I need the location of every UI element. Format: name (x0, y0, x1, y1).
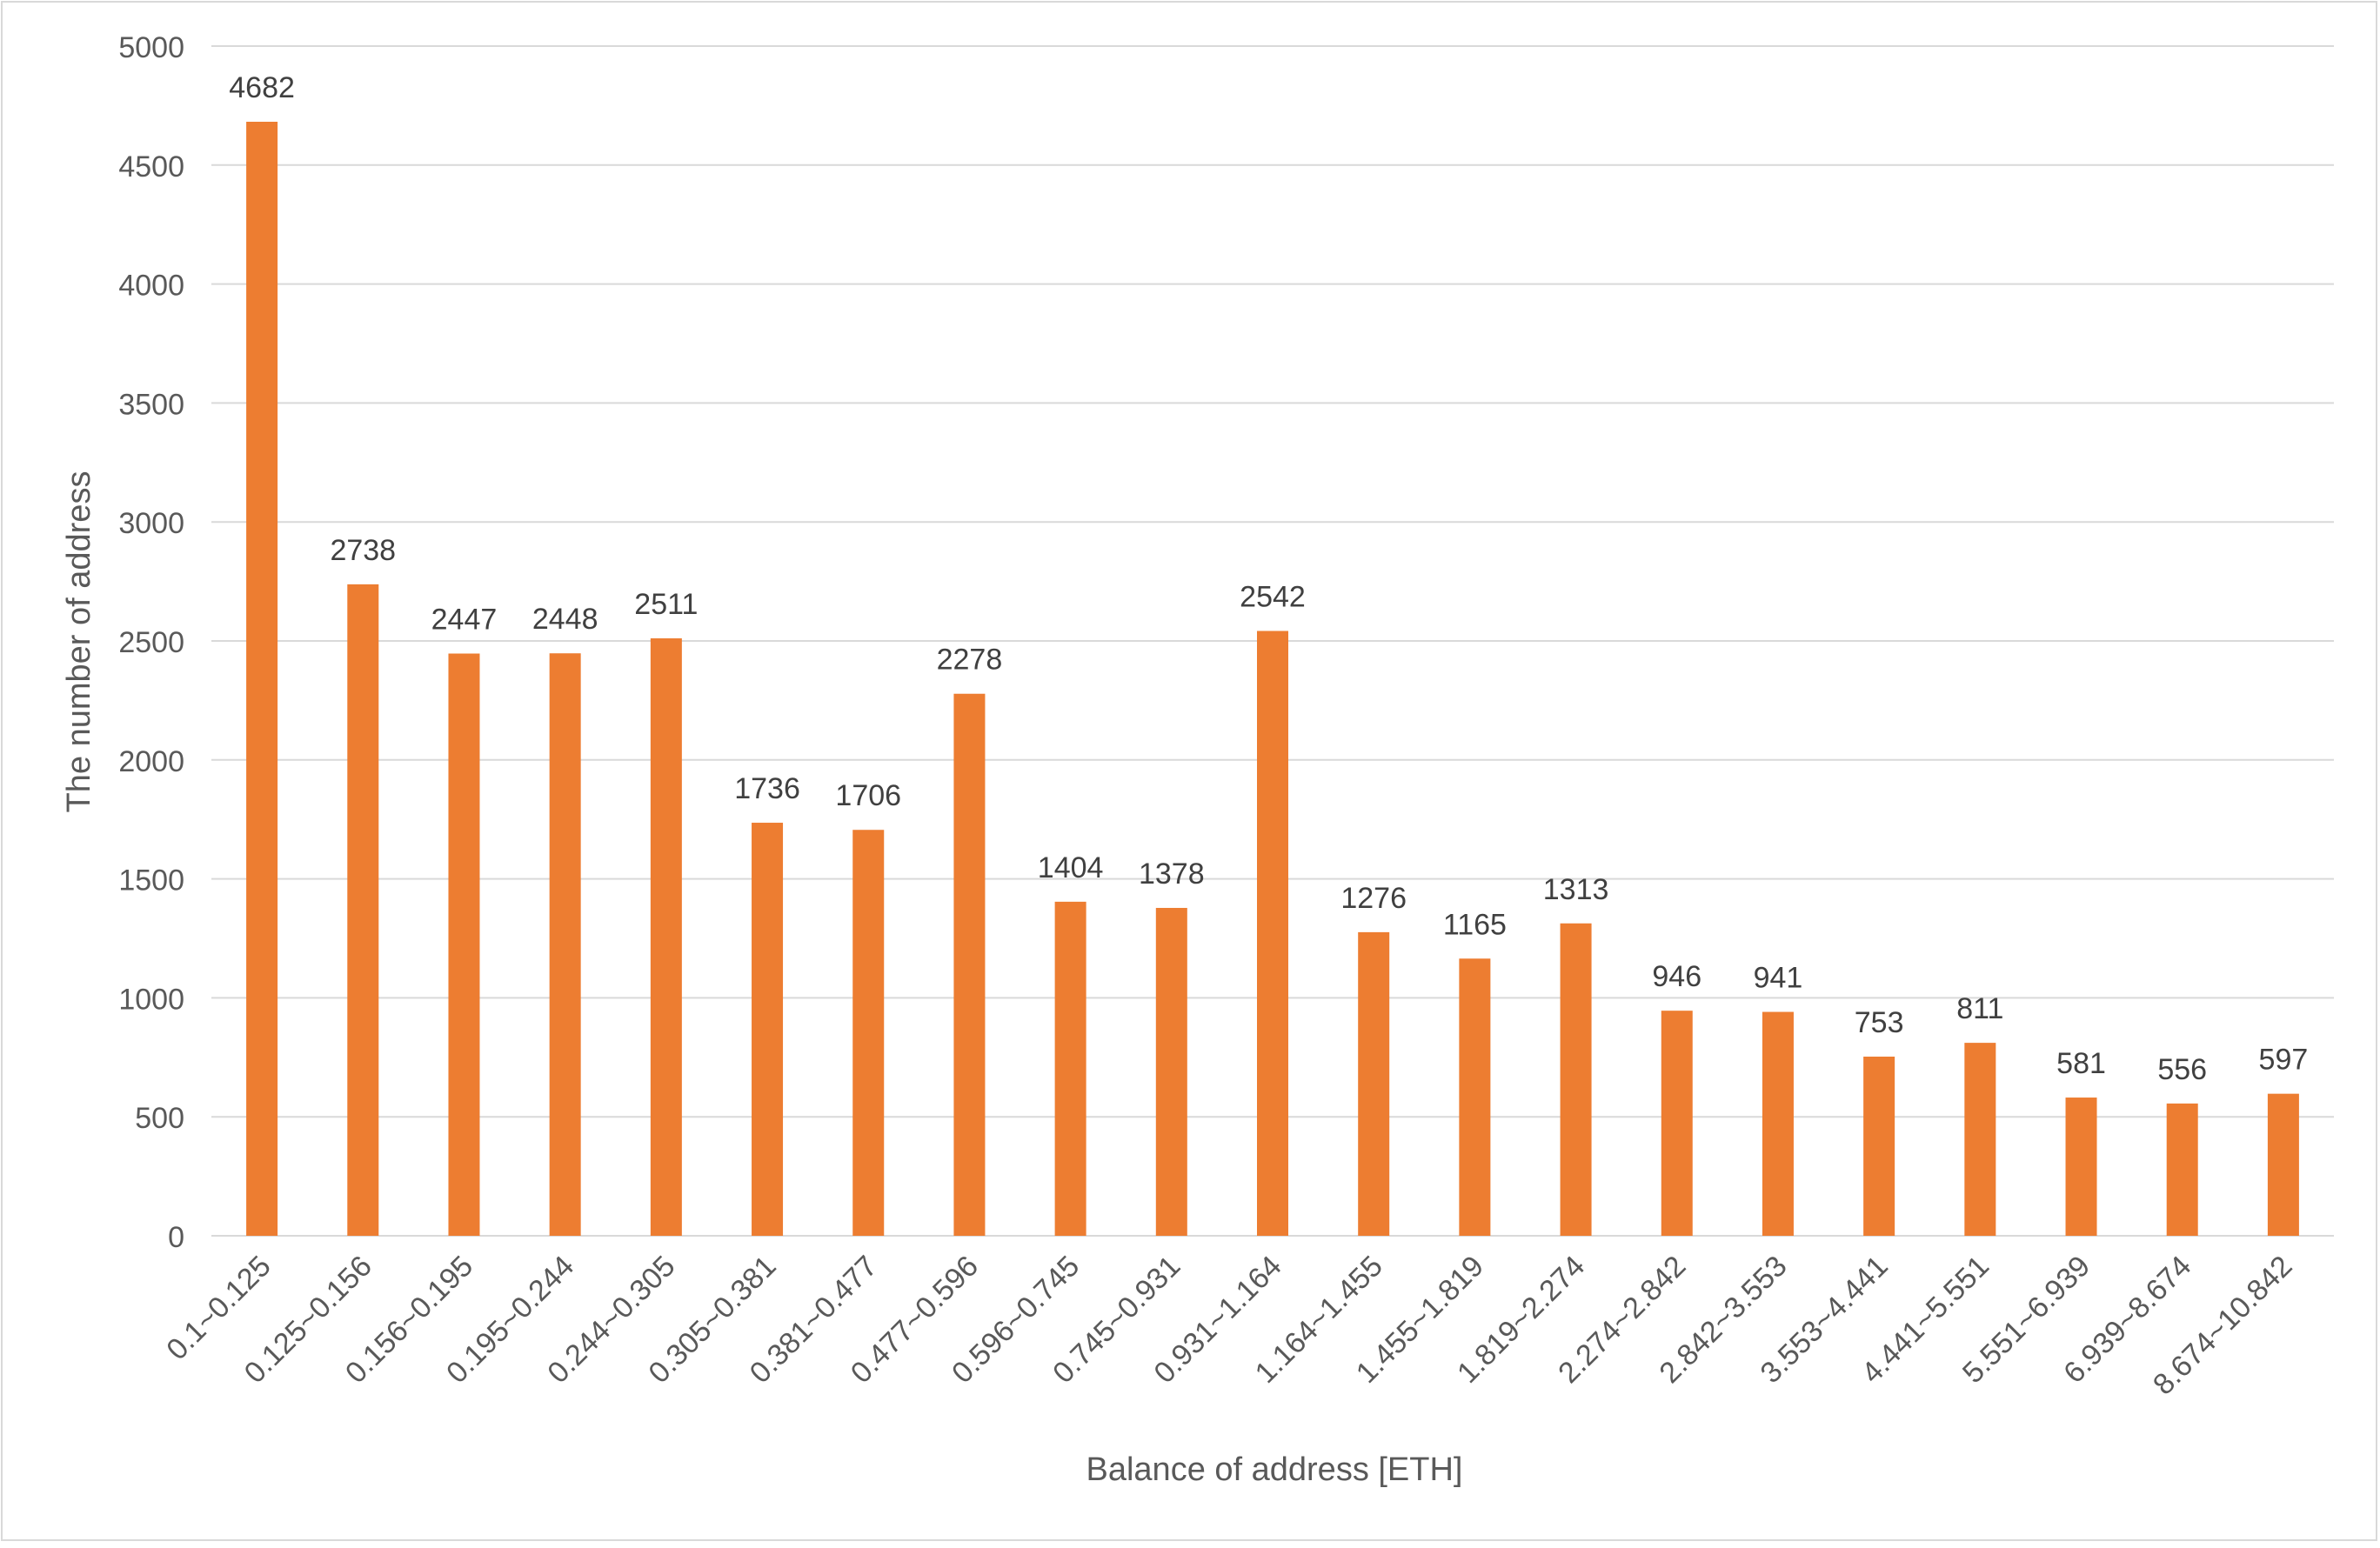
data-label: 556 (2157, 1053, 2207, 1086)
data-label: 2448 (532, 603, 598, 636)
y-axis-label: The number of address (61, 471, 97, 813)
y-tick-label: 3500 (118, 388, 184, 421)
data-label: 597 (2259, 1044, 2309, 1077)
bar (1257, 631, 1288, 1236)
bar (347, 584, 379, 1236)
bar (1762, 1011, 1794, 1236)
data-label: 1736 (734, 772, 800, 805)
data-label: 1313 (1543, 873, 1609, 906)
y-tick-label: 0 (168, 1221, 184, 1254)
bar (1560, 923, 1592, 1236)
data-label: 811 (1956, 992, 2003, 1025)
y-tick-label: 2500 (118, 626, 184, 659)
data-label: 1404 (1038, 851, 1104, 884)
y-tick-label: 4000 (118, 270, 184, 303)
data-labels: 4682 2738 2447 2448 2511 1736 1706 2278 1404 1378… (229, 71, 2308, 1086)
data-label: 1165 (1443, 908, 1507, 941)
y-tick-label: 3000 (118, 507, 184, 540)
y-tick-label: 5000 (118, 31, 184, 64)
data-label: 941 (1754, 962, 1803, 995)
data-label: 1706 (835, 779, 901, 812)
x-axis-label: Balance of address [ETH] (1086, 1451, 1463, 1488)
bar (1054, 901, 1086, 1236)
bar (1358, 931, 1390, 1236)
bar (1964, 1043, 1996, 1236)
bar (1155, 907, 1187, 1236)
y-tick-label: 4500 (118, 150, 184, 183)
bar (650, 637, 682, 1236)
bar (953, 693, 986, 1236)
bar (1661, 1011, 1693, 1236)
data-label: 753 (1855, 1006, 1904, 1039)
bars (246, 122, 2299, 1237)
x-axis-ticks: 0.1~0.1250.125~0.1560.156~0.1950.195~0.2… (160, 1250, 2298, 1402)
data-label: 2278 (937, 644, 1003, 677)
y-tick-label: 500 (135, 1102, 184, 1135)
y-tick-label: 1000 (118, 983, 184, 1016)
bar (246, 122, 278, 1237)
data-label: 1276 (1340, 882, 1407, 915)
data-label: 2738 (330, 534, 396, 567)
data-label: 946 (1652, 960, 1701, 993)
data-label: 581 (2056, 1047, 2106, 1080)
bar (1863, 1056, 1895, 1236)
y-tick-label: 2000 (118, 745, 184, 778)
data-label: 2542 (1240, 581, 1306, 614)
bar (448, 653, 480, 1236)
y-axis-ticks: 0 500 1000 1500 2000 2500 3000 3500 4000 4500 5000 (118, 31, 184, 1254)
data-label: 2511 (634, 588, 698, 621)
bar (752, 823, 784, 1236)
y-tick-label: 1500 (118, 864, 184, 897)
bar (852, 830, 885, 1236)
bar (2267, 1093, 2299, 1236)
bar (2166, 1103, 2198, 1236)
bar (549, 653, 581, 1236)
data-label: 2447 (431, 604, 498, 637)
data-label: 4682 (229, 71, 295, 104)
bar (1459, 958, 1491, 1236)
bar (2065, 1098, 2097, 1236)
data-label: 1378 (1139, 857, 1205, 891)
